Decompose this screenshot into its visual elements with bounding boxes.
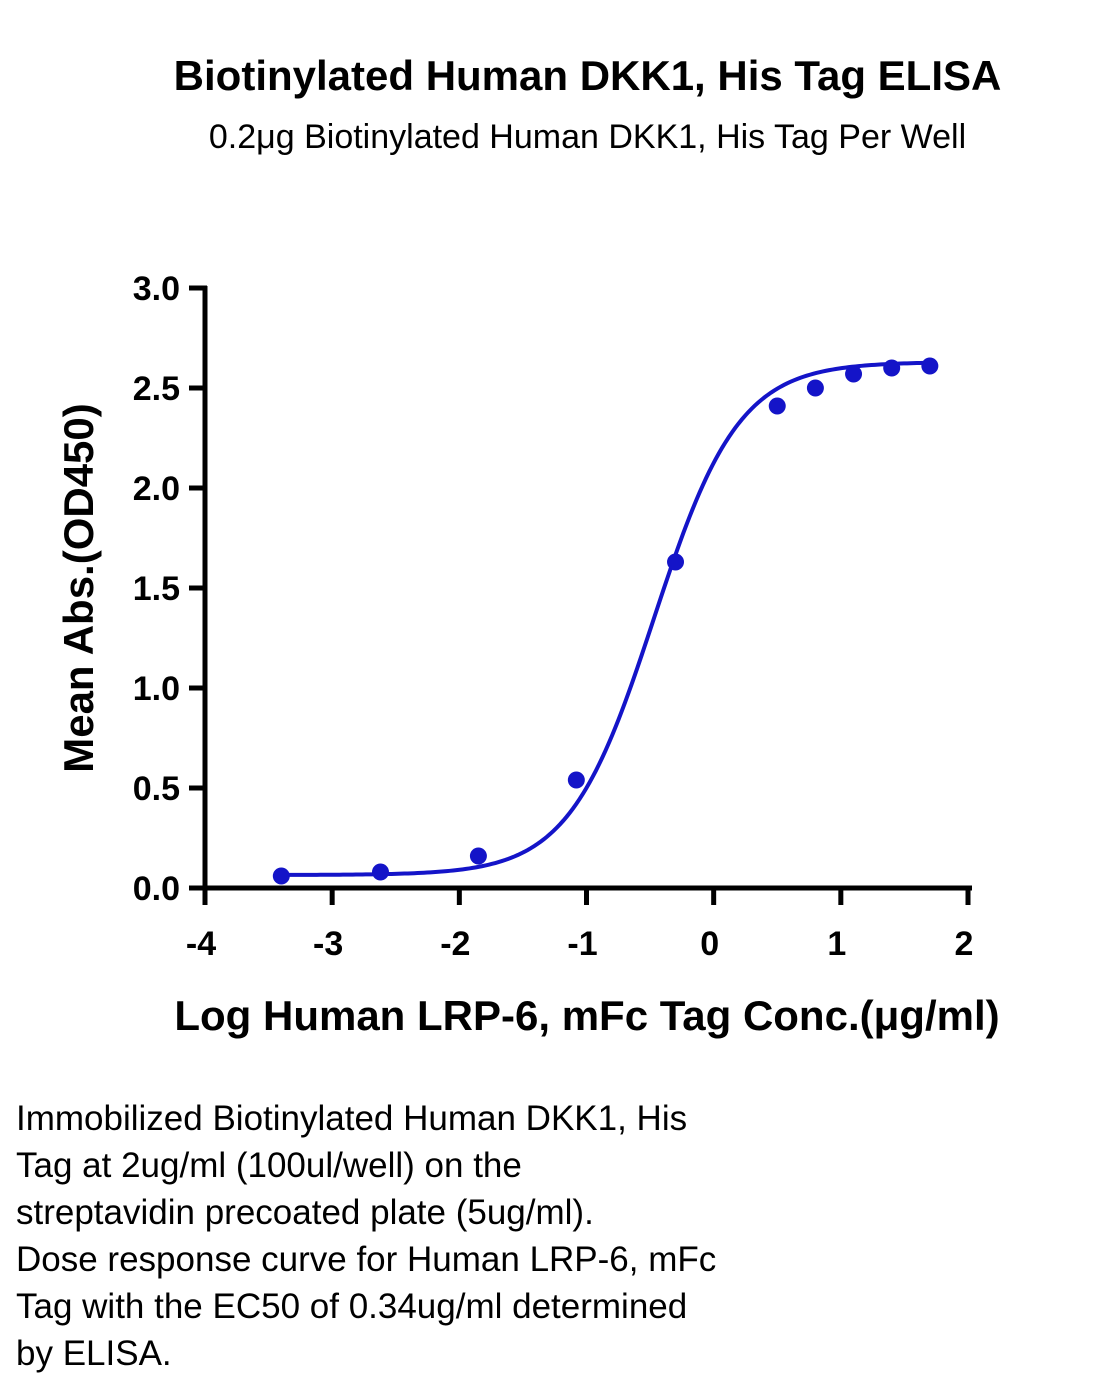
chart-title: Biotinylated Human DKK1, His Tag ELISA xyxy=(173,52,1002,99)
caption-line: Dose response curve for Human LRP-6, mFc xyxy=(16,1240,717,1279)
y-tick-label: 3.0 xyxy=(133,270,180,308)
y-ticks: 0.0 0.5 1.0 1.5 2.0 2.5 3.0 xyxy=(133,270,207,908)
data-point xyxy=(272,867,290,885)
caption-line: Tag at 2ug/ml (100ul/well) on the xyxy=(16,1146,522,1185)
data-point xyxy=(883,359,901,377)
y-tick-label: 0.0 xyxy=(133,870,180,908)
x-ticks: -4 -3 -2 -1 0 1 2 xyxy=(186,886,974,963)
chart: 0.0 0.5 1.0 1.5 2.0 2.5 3.0 Mean Abs.(OD450) -… xyxy=(55,270,1000,1039)
caption-line: streptavidin precoated plate (5ug/ml). xyxy=(16,1193,594,1232)
caption: Immobilized Biotinylated Human DKK1, His… xyxy=(16,1095,916,1377)
fit-curve xyxy=(281,360,930,877)
y-axis: 0.0 0.5 1.0 1.5 2.0 2.5 3.0 Mean Abs.(OD450) xyxy=(55,270,208,908)
x-tick-label: -3 xyxy=(313,925,343,963)
y-tick-label: 2.5 xyxy=(133,370,180,408)
y-tick-label: 1.0 xyxy=(133,670,180,708)
data-point xyxy=(469,847,487,865)
caption-line: Tag with the EC50 of 0.34ug/ml determine… xyxy=(16,1287,688,1326)
x-axis: -4 -3 -2 -1 0 1 2 Log Human LRP-6, mFc Tag Con… xyxy=(174,885,1000,1039)
data-point xyxy=(921,357,939,375)
y-tick-label: 2.0 xyxy=(133,470,180,508)
y-tick-label: 0.5 xyxy=(133,770,180,808)
data-point xyxy=(845,365,863,383)
x-tick-label: -4 xyxy=(186,925,216,963)
plot-area xyxy=(272,357,939,885)
data-point xyxy=(371,863,389,881)
data-point xyxy=(768,397,786,415)
x-tick-label: 0 xyxy=(700,925,719,963)
caption-line: by ELISA. xyxy=(16,1334,172,1373)
x-tick-label: 1 xyxy=(827,925,846,963)
chart-subtitle: 0.2μg Biotinylated Human DKK1, His Tag P… xyxy=(208,118,967,156)
y-tick-label: 1.5 xyxy=(133,570,180,608)
caption-line: Immobilized Biotinylated Human DKK1, His xyxy=(16,1099,688,1138)
x-tick-label: 2 xyxy=(955,925,974,963)
data-points xyxy=(272,357,939,885)
data-point xyxy=(567,771,585,789)
x-axis-title: Log Human LRP-6, mFc Tag Conc.(μg/ml) xyxy=(174,992,999,1039)
x-tick-label: -1 xyxy=(567,925,597,963)
x-tick-label: -2 xyxy=(440,925,470,963)
y-axis-title: Mean Abs.(OD450) xyxy=(55,403,102,773)
data-point xyxy=(667,553,685,571)
data-point xyxy=(806,379,824,397)
